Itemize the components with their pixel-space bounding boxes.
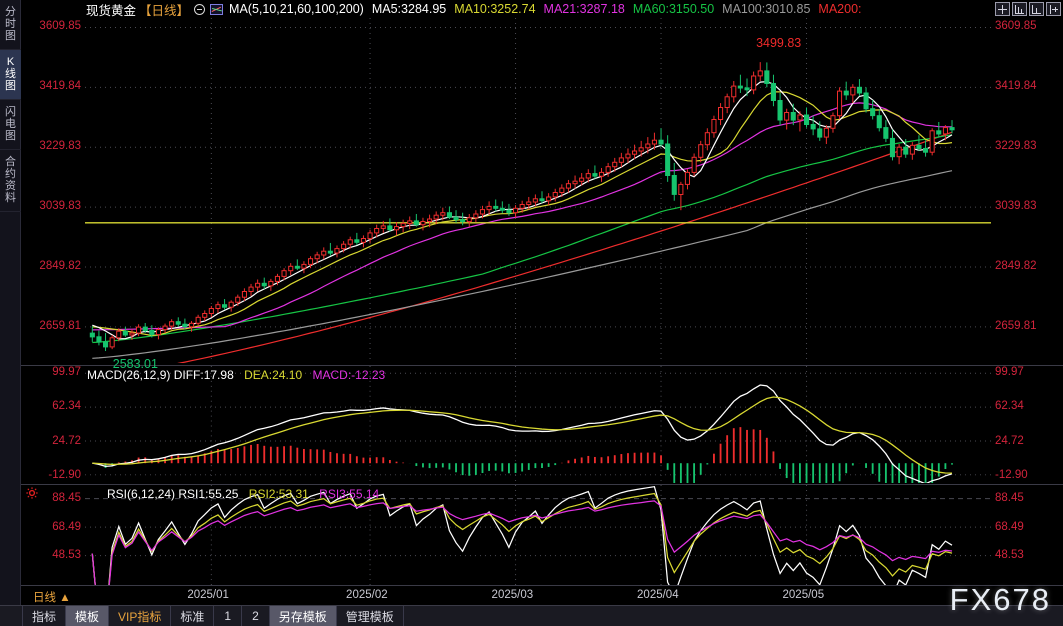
rsi-axis-label: 88.45 [995, 491, 1024, 504]
price-axis-label: 3609.85 [39, 20, 81, 33]
chart-expand-icon[interactable] [1046, 2, 1061, 16]
price-axis-label: 3039.83 [995, 200, 1037, 213]
header-toolbar [995, 2, 1061, 16]
watermark-logo: FX678 [949, 582, 1051, 617]
period-label: 【日线】 [139, 3, 190, 18]
bottom-item-manage-template[interactable]: 管理模板 [337, 606, 404, 626]
price-axis-label: 3229.83 [995, 140, 1037, 153]
date-axis-label: 2025/05 [782, 589, 825, 601]
rsi-panel[interactable]: RSI(6,12,24) RSI1:55.25 RSI2:53.31 RSI3:… [21, 484, 1063, 585]
price-axis-label: 3609.85 [995, 20, 1037, 33]
rsi-axis-label: 48.53 [52, 549, 81, 562]
chart-shift-icon[interactable] [1029, 2, 1044, 16]
ma200-value: MA200: [818, 2, 862, 16]
ma-settings-label[interactable]: MA(5,10,21,60,100,200) [229, 2, 364, 16]
ma10-value: MA10:3252.74 [454, 2, 536, 16]
date-axis-label: 2025/04 [637, 589, 679, 601]
price-panel[interactable]: 3499.83 2583.01 3609.85 3609.85 3419.84 341… [21, 18, 1063, 371]
bottom-item-template[interactable]: 模板 [66, 606, 110, 626]
bottom-item-vip-indicator[interactable]: VIP指标 [109, 606, 172, 626]
price-axis-label: 3419.84 [39, 80, 81, 93]
ma21-value: MA21:3287.18 [543, 2, 625, 16]
price-axis-label: 2659.81 [39, 319, 81, 332]
macd-axis-label: 99.97 [52, 366, 81, 379]
rsi-axis-label: 48.53 [995, 549, 1024, 562]
price-axis-label: 2849.82 [39, 259, 81, 272]
macd-diff-value: DIFF:17.98 [173, 368, 234, 382]
period-low-annotation: 2583.01 [112, 357, 158, 372]
macd-macd-value: MACD:-12.23 [312, 368, 386, 382]
macd-axis-label: 24.72 [52, 434, 81, 447]
rsi-plot-area[interactable] [85, 485, 991, 585]
macd-axis-label: 99.97 [995, 366, 1024, 379]
circle-minus-icon[interactable] [194, 3, 206, 15]
price-axis-label: 3229.83 [39, 140, 81, 153]
sidebar-item-char: 图 [5, 80, 16, 92]
rsi1-value: RSI1:55.25 [178, 487, 239, 501]
rsi-axis-label: 68.49 [52, 520, 81, 533]
bottom-item-preset-2[interactable]: 2 [242, 606, 270, 626]
rsi-axis-label: 68.49 [995, 520, 1024, 533]
ma100-value: MA100:3010.85 [722, 2, 811, 16]
macd-title[interactable]: MACD(26,12,9) [87, 368, 171, 382]
ma5-value: MA5:3284.95 [371, 2, 447, 16]
date-axis-label: 2025/01 [187, 589, 229, 601]
sidebar-item-char: 合 [5, 156, 16, 168]
rsi-title[interactable]: RSI(6,12,24) [107, 487, 176, 501]
macd-title-row: MACD(26,12,9) DIFF:17.98 DEA:24.10 MACD:… [87, 368, 385, 382]
sidebar-item-char: 闪 [5, 106, 16, 118]
sidebar-item-char: 约 [5, 168, 16, 180]
price-axis-label: 3039.83 [39, 200, 81, 213]
chart-scale-icon[interactable] [1012, 2, 1027, 16]
sidebar-item-contract[interactable]: 合约资料 [0, 150, 21, 212]
date-axis-label: 2025/03 [491, 589, 534, 601]
price-axis-label: 3419.84 [995, 80, 1037, 93]
macd-axis-label: -12.90 [995, 468, 1028, 481]
price-axis-label: 2659.81 [995, 319, 1037, 332]
bottom-item-indicator[interactable]: 指标 [22, 606, 67, 626]
rsi2-value: RSI2:53.31 [248, 487, 309, 501]
sidebar-item-char: 料 [5, 192, 16, 204]
sidebar-item-char: 图 [5, 130, 16, 142]
macd-axis-label: -12.90 [48, 468, 81, 481]
price-axis-label: 2849.82 [995, 259, 1037, 272]
sidebar-item-char: 分 [5, 6, 16, 18]
sidebar-item-char: 资 [5, 180, 16, 192]
macd-axis-label: 62.34 [995, 400, 1024, 413]
sidebar-item-char: 时 [5, 18, 16, 30]
sidebar-item-char: 图 [5, 30, 16, 42]
bottom-item-standard[interactable]: 标准 [171, 606, 215, 626]
chart-header: 现货黄金 【日线】 MA(5,10,21,60,100,200) MA5:328… [21, 0, 1063, 18]
ma60-value: MA60:3150.50 [632, 2, 715, 16]
sidebar-item-timeshare[interactable]: 分时图 [0, 0, 21, 50]
rsi-title-row: RSI(6,12,24) RSI1:55.25 RSI2:53.31 RSI3:… [107, 487, 379, 501]
sidebar-item-char: 电 [5, 118, 16, 130]
date-axis-label: 2025/02 [346, 589, 388, 601]
rsi-axis-label: 88.45 [52, 491, 81, 504]
indicator-chart-icon[interactable] [210, 3, 224, 15]
sidebar-item-char: 线 [5, 68, 16, 80]
bottom-toolbar: 指标 模板 VIP指标 标准 1 2 另存模板 管理模板 [0, 605, 1063, 626]
rsi3-value: RSI3:55.14 [319, 487, 380, 501]
sun-settings-icon[interactable] [26, 487, 38, 499]
period-tag[interactable]: 日线 ▲ [33, 592, 71, 604]
symbol-name: 现货黄金 [86, 3, 137, 18]
date-axis: 日线 ▲ 2025/01 2025/02 2025/03 2025/04 2025/05 [21, 585, 1063, 605]
macd-axis-label: 62.34 [52, 400, 81, 413]
period-high-annotation: 3499.83 [756, 36, 802, 51]
macd-plot-area[interactable] [85, 366, 991, 483]
bottom-item-save-template[interactable]: 另存模板 [269, 606, 337, 626]
bottom-item-preset-1[interactable]: 1 [214, 606, 243, 626]
sidebar-item-char: K [6, 56, 15, 68]
price-plot-area[interactable] [85, 18, 991, 363]
crosshair-icon[interactable] [995, 2, 1010, 16]
sidebar-item-lightning[interactable]: 闪电图 [0, 100, 21, 150]
macd-dea-value: DEA:24.10 [244, 368, 303, 382]
macd-axis-label: 24.72 [995, 434, 1024, 447]
macd-panel[interactable]: MACD(26,12,9) DIFF:17.98 DEA:24.10 MACD:… [21, 365, 1063, 483]
